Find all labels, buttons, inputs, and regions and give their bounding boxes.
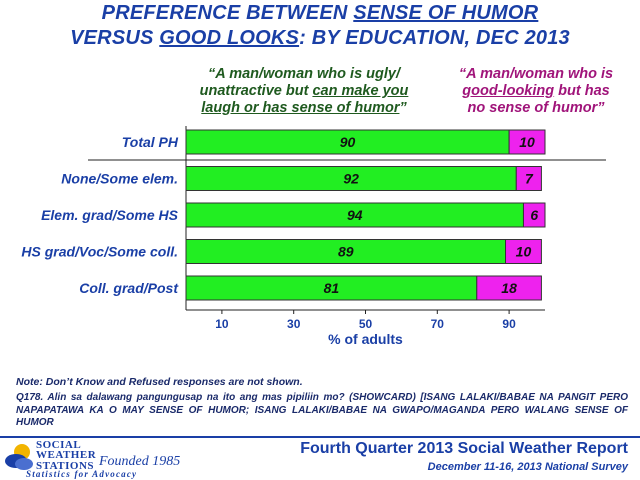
- bar-humor: [185, 129, 510, 155]
- report-subtitle: December 11-16, 2013 National Survey: [427, 461, 628, 473]
- series-header-looks: “A man/woman who is good-looking but has…: [438, 66, 634, 117]
- logo-founded: Founded 1985: [99, 454, 181, 469]
- logo-line-1: SOCIAL: [36, 439, 82, 451]
- series-header-humor: “A man/woman who is ugly/ unattractive b…: [178, 66, 430, 117]
- value-label-looks: 7: [525, 171, 534, 187]
- x-tick-label: 10: [215, 317, 229, 331]
- value-label-humor: 90: [340, 134, 356, 150]
- x-tick-label: 90: [502, 317, 516, 331]
- bar-looks: [505, 239, 542, 264]
- category-label: HS grad/Voc/Some coll.: [21, 244, 178, 260]
- logo-line-2: WEATHER: [36, 449, 97, 461]
- header-underlined: can make you: [312, 83, 409, 99]
- sws-logo: SOCIAL WEATHER STATIONS Founded 1985 Sta…: [4, 438, 184, 480]
- header-line: laugh or has sense of humor”: [178, 100, 430, 117]
- bar-looks: [508, 129, 546, 155]
- value-label-humor: 94: [347, 207, 363, 223]
- bar-humor: [185, 166, 517, 191]
- bar-looks: [476, 275, 542, 301]
- footer-divider: [0, 436, 640, 438]
- logo-line-3: STATIONS: [36, 460, 95, 472]
- category-label: Total PH: [122, 134, 179, 150]
- header-line: good-looking but has: [438, 83, 634, 100]
- value-label-looks: 10: [516, 244, 532, 260]
- header-underlined: laugh or has sense of humor: [201, 100, 400, 116]
- report-title: Fourth Quarter 2013 Social Weather Repor…: [300, 440, 628, 457]
- value-label-humor: 92: [343, 171, 359, 187]
- header-underlined: good-looking: [462, 83, 555, 99]
- logo-tagline: Statistics for Advocacy: [26, 469, 138, 479]
- title-text: : BY EDUCATION, DEC 2013: [299, 27, 570, 49]
- x-tick-label: 70: [431, 317, 445, 331]
- value-label-humor: 81: [324, 280, 340, 296]
- bar-looks: [522, 202, 546, 228]
- category-label: Coll. grad/Post: [79, 280, 179, 296]
- stacked-bar-chart: Total PH 90 10 None/Some elem. 92 7 Elem. grad…: [21, 126, 606, 347]
- bar-humor: [185, 239, 507, 264]
- title-text: VERSUS: [70, 27, 160, 49]
- chart-title-line-1: PREFERENCE BETWEEN SENSE OF HUMOR: [0, 2, 640, 25]
- header-text: ”: [399, 100, 407, 116]
- title-underlined: SENSE OF HUMOR: [353, 2, 539, 24]
- title-underlined: GOOD LOOKS: [159, 27, 300, 49]
- bar-humor: [185, 275, 478, 301]
- header-text: unattractive but: [199, 83, 313, 99]
- x-axis-title: % of adults: [328, 331, 403, 347]
- category-label: Elem. grad/Some HS: [41, 207, 179, 223]
- value-label-looks: 6: [530, 207, 538, 223]
- x-tick-label: 30: [287, 317, 301, 331]
- title-text: PREFERENCE BETWEEN: [101, 2, 354, 24]
- value-label-humor: 89: [338, 244, 354, 260]
- note-text: Note: Don’t Know and Refused responses a…: [16, 376, 303, 388]
- header-line: unattractive but can make you: [178, 83, 430, 100]
- header-line: “A man/woman who is ugly/: [207, 66, 400, 82]
- chart-title-line-2: VERSUS GOOD LOOKS: BY EDUCATION, DEC 201…: [0, 27, 640, 50]
- bar-looks: [515, 166, 542, 191]
- value-label-looks: 10: [519, 134, 535, 150]
- category-label: None/Some elem.: [61, 171, 178, 187]
- value-label-looks: 18: [501, 280, 517, 296]
- survey-question-text: Q178. Alin sa dalawang pangungusap na it…: [16, 392, 628, 428]
- header-text: but has: [554, 83, 610, 99]
- cloud-sun-icon: [5, 444, 33, 470]
- x-tick-label: 50: [359, 317, 373, 331]
- header-line: “A man/woman who is: [458, 66, 614, 82]
- header-line: no sense of humor”: [467, 100, 605, 116]
